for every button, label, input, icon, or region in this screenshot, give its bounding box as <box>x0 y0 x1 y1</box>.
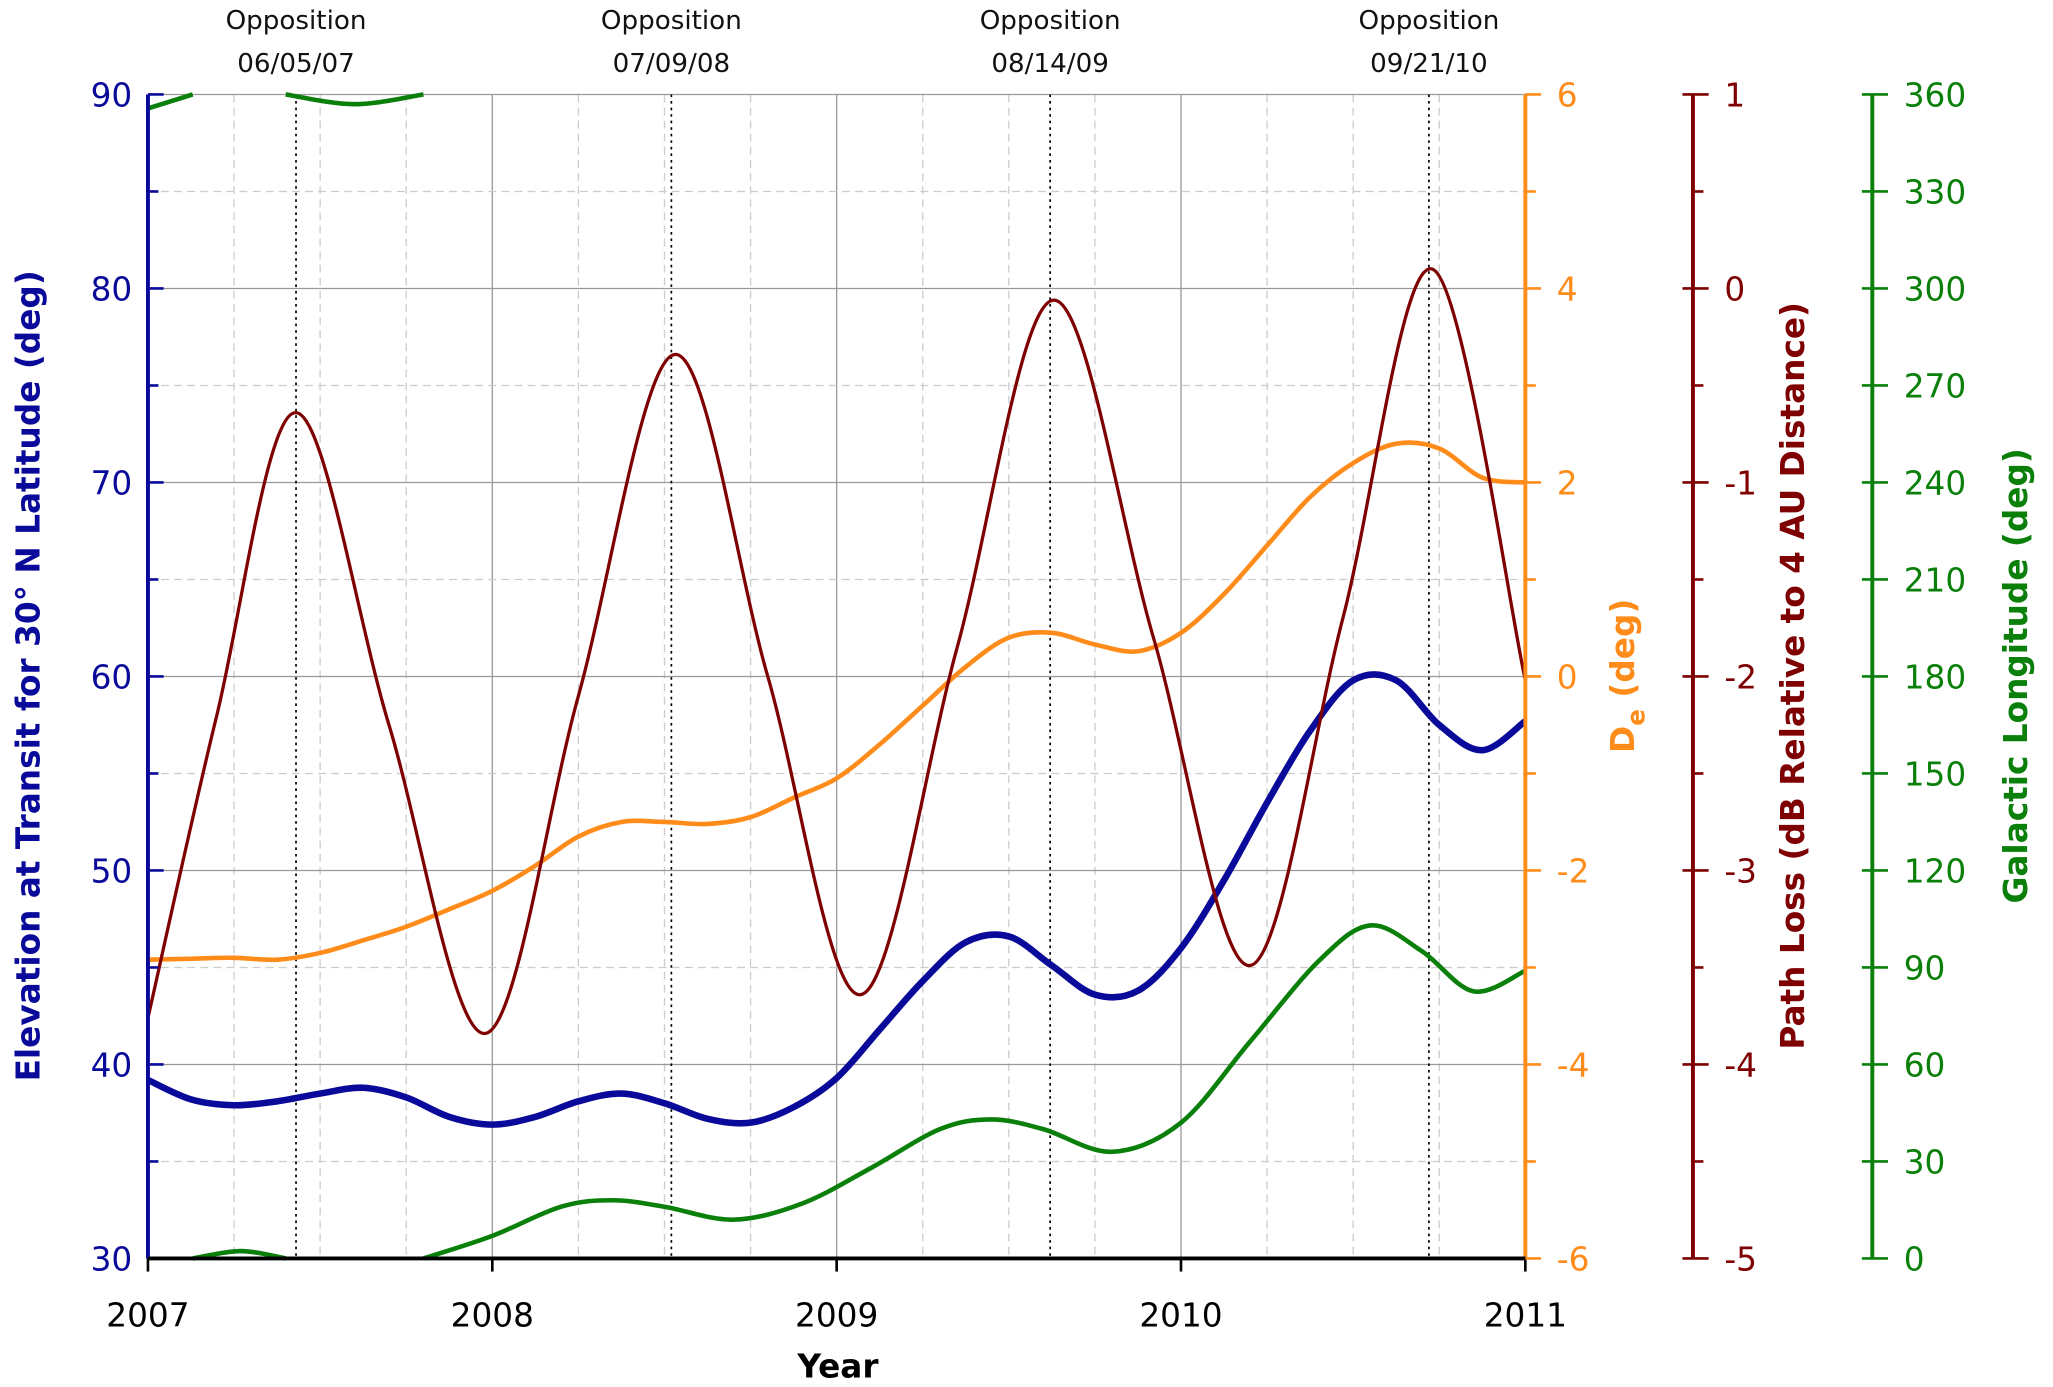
y2-title-unit: (deg) <box>1604 599 1642 709</box>
y-tick-label: 40 <box>91 1046 133 1084</box>
y3-tick-label: 1 <box>1724 76 1745 114</box>
x-tick-label: 2011 <box>1484 1297 1567 1335</box>
y2-tick-label: 0 <box>1557 658 1578 696</box>
y3-tick-label: -2 <box>1724 658 1757 696</box>
grid <box>147 93 1527 1260</box>
annotation-label: Opposition <box>1358 6 1499 36</box>
y4-tick-label: 360 <box>1904 76 1966 114</box>
y-tick-label: 80 <box>91 270 133 308</box>
x-tick-label: 2010 <box>1139 1297 1222 1335</box>
y4-tick-label: 90 <box>1904 949 1946 987</box>
series-line <box>192 1248 287 1261</box>
y-tick-label: 50 <box>91 852 133 890</box>
plot-area <box>147 92 1526 1261</box>
y4-tick-label: 240 <box>1904 464 1966 502</box>
y2-tick-label: 6 <box>1557 76 1578 114</box>
y3-tick-label: -3 <box>1724 852 1757 890</box>
y-tick-label: 70 <box>91 464 133 502</box>
annotation-date: 08/14/09 <box>991 49 1109 79</box>
series-line <box>147 267 1526 1036</box>
y4-tick-label: 150 <box>1904 755 1966 793</box>
annotation-date: 09/21/10 <box>1370 49 1488 79</box>
axes: 2007 2008 2009 2010 201130405060708090Opposi… <box>91 6 1967 1335</box>
y-axis-title: Elevation at Transit for 30° N Latitude … <box>9 270 47 1081</box>
series-line <box>147 440 1526 963</box>
y4-tick-label: 180 <box>1904 658 1966 696</box>
annotation-label: Opposition <box>601 6 742 36</box>
y4-tick-label: 60 <box>1904 1046 1946 1084</box>
y4-tick-label: 270 <box>1904 367 1966 405</box>
y4-tick-label: 120 <box>1904 852 1966 890</box>
x-tick-label: 2009 <box>795 1297 878 1335</box>
y4-axis-title: Galactic Longitude (deg) <box>1997 448 2035 903</box>
y2-tick-label: 4 <box>1557 270 1578 308</box>
y3-tick-label: -5 <box>1724 1240 1757 1278</box>
y4-tick-label: 30 <box>1904 1143 1946 1181</box>
annotation-date: 07/09/08 <box>613 49 731 79</box>
series-line <box>147 671 1526 1128</box>
y3-tick-label: 0 <box>1724 270 1745 308</box>
y3-tick-label: -4 <box>1724 1046 1757 1084</box>
y2-tick-label: -2 <box>1557 852 1590 890</box>
y2-title-main: D <box>1604 726 1642 753</box>
series-line <box>147 92 194 111</box>
y4-tick-label: 210 <box>1904 561 1966 599</box>
y4-tick-label: 0 <box>1904 1240 1925 1278</box>
y2-axis-title: De (deg) <box>1604 599 1650 753</box>
y2-tick-label: -4 <box>1557 1046 1590 1084</box>
annotation-label: Opposition <box>980 6 1121 36</box>
y2-tick-label: 2 <box>1557 464 1578 502</box>
x-tick-label: 2007 <box>106 1297 189 1335</box>
annotation-label: Opposition <box>226 6 367 36</box>
x-axis-title: Year <box>796 1348 879 1386</box>
series-line <box>285 92 424 107</box>
y3-tick-label: -1 <box>1724 464 1757 502</box>
y4-tick-label: 330 <box>1904 173 1966 211</box>
y-tick-label: 30 <box>91 1240 133 1278</box>
y2-title-sub: e <box>1621 709 1650 726</box>
x-tick-label: 2008 <box>451 1297 534 1335</box>
y-tick-label: 90 <box>91 76 133 114</box>
y4-tick-label: 300 <box>1904 270 1966 308</box>
y-tick-label: 60 <box>91 658 133 696</box>
annotation-date: 06/05/07 <box>237 49 355 79</box>
y2-tick-label: -6 <box>1557 1240 1590 1278</box>
series-line <box>422 923 1526 1261</box>
y3-axis-title: Path Loss (dB Relative to 4 AU Distance) <box>1774 302 1812 1050</box>
